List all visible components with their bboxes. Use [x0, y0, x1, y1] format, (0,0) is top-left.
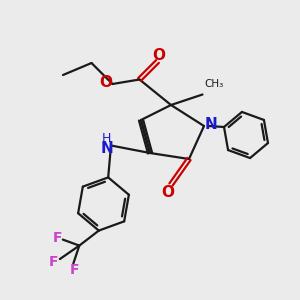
- Text: N: N: [100, 141, 113, 156]
- Text: F: F: [49, 255, 58, 269]
- Text: H: H: [102, 132, 111, 146]
- Text: O: O: [99, 75, 112, 90]
- Text: N: N: [204, 117, 217, 132]
- Text: CH₃: CH₃: [204, 80, 223, 89]
- Text: O: O: [152, 48, 166, 63]
- Text: F: F: [53, 231, 62, 245]
- Text: O: O: [161, 185, 175, 200]
- Text: F: F: [70, 262, 80, 277]
